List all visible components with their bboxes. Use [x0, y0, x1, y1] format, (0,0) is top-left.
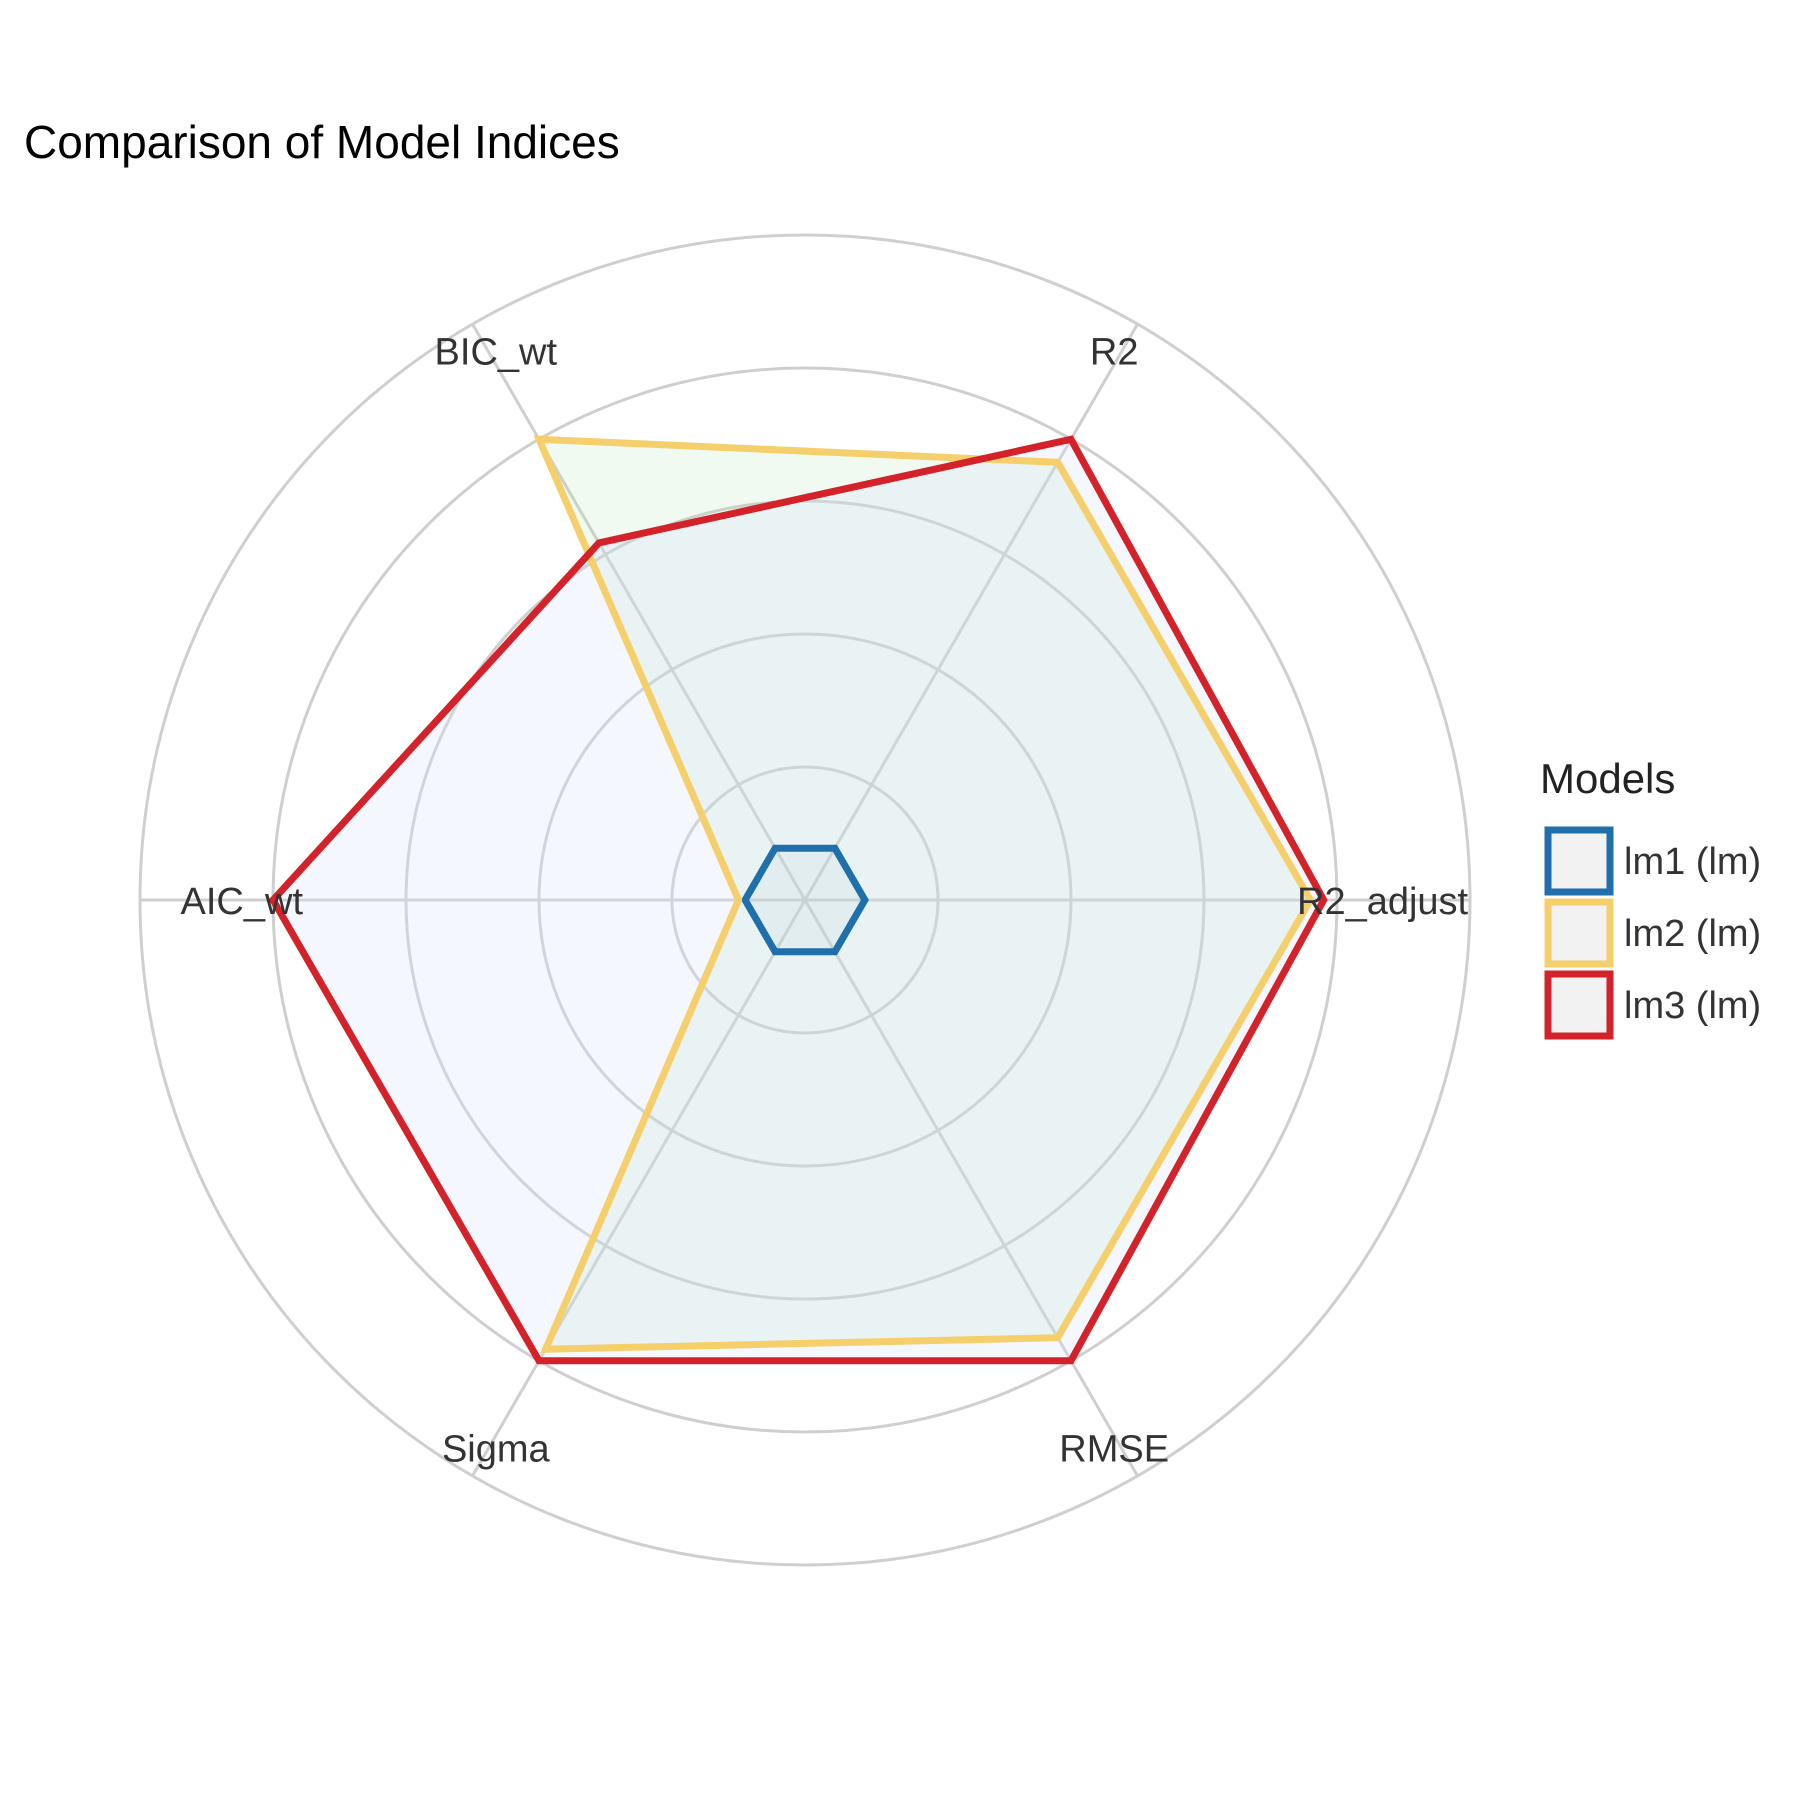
chart-title: Comparison of Model Indices	[24, 116, 620, 168]
spoke-rmse	[803, 899, 1139, 1477]
legend-swatch-3	[1544, 970, 1614, 1040]
data-point-3-4	[538, 1360, 540, 1362]
data-point-1-1	[834, 847, 836, 849]
legend-title: Models	[1540, 755, 1675, 802]
series-fill-2	[539, 439, 1311, 1350]
series-fill-1	[745, 848, 865, 952]
legend-label-1: lm1 (lm)	[1624, 841, 1761, 883]
data-point-1-4	[774, 951, 776, 953]
data-point-2-6	[1309, 899, 1311, 901]
legend-swatch-1	[1544, 826, 1614, 896]
axis-label-rmse: RMSE	[1059, 1429, 1169, 1471]
axis-label-sigma: Sigma	[442, 1429, 551, 1471]
data-point-2-5	[1057, 1337, 1059, 1339]
data-point-2-1	[1057, 461, 1059, 463]
legend-label-2: lm2 (lm)	[1624, 913, 1761, 955]
spoke-r2	[803, 323, 1139, 901]
spoke-sigma	[471, 899, 807, 1477]
data-point-2-4	[545, 1348, 547, 1350]
series-line-layer	[268, 435, 1328, 1365]
axis-label-layer: R2 BIC_wt AIC_wt Sigma RMSE R2_adjust	[181, 331, 1469, 1470]
data-point-3-6	[1323, 899, 1325, 901]
spoke-bic-wt	[471, 323, 807, 901]
legend-label-3: lm3 (lm)	[1624, 985, 1761, 1027]
series-fill-layer	[273, 439, 1324, 1361]
data-point-3-1	[1070, 438, 1072, 440]
data-point-1-5	[834, 951, 836, 953]
data-point-3-3	[272, 899, 274, 901]
legend: Models lm1 (lm) lm2 (lm) lm3 (lm)	[1540, 755, 1761, 1040]
data-point-1-3	[744, 899, 746, 901]
axis-label-r2: R2	[1090, 331, 1139, 373]
axis-label-bic-wt: BIC_wt	[435, 331, 558, 373]
data-point-3-5	[1070, 1360, 1072, 1362]
data-point-3-2	[598, 542, 600, 544]
data-point-1-6	[864, 899, 866, 901]
grid-layer	[138, 233, 1472, 1567]
series-fill-3	[273, 439, 1324, 1361]
axis-label-r2-adjusted: R2_adjust	[1297, 881, 1469, 923]
data-point-2-3	[738, 899, 739, 901]
legend-swatch-2	[1544, 898, 1614, 968]
data-point-1-2	[774, 847, 776, 849]
axis-label-aic-wt: AIC_wt	[181, 881, 304, 923]
data-point-2-2	[538, 438, 540, 440]
